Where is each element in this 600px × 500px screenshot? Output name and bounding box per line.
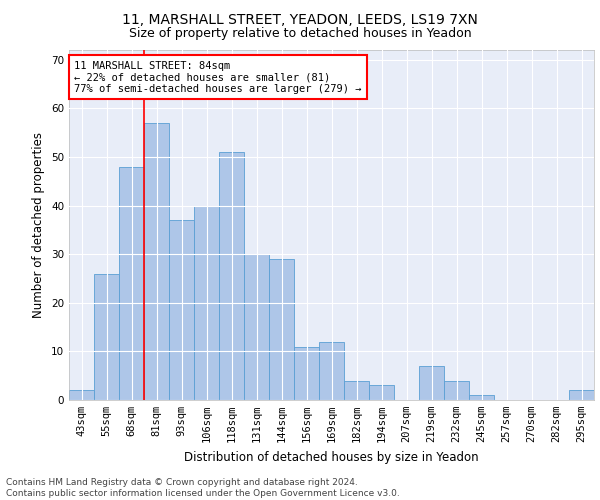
Text: Contains HM Land Registry data © Crown copyright and database right 2024.
Contai: Contains HM Land Registry data © Crown c… [6,478,400,498]
Text: Size of property relative to detached houses in Yeadon: Size of property relative to detached ho… [128,28,472,40]
X-axis label: Distribution of detached houses by size in Yeadon: Distribution of detached houses by size … [184,450,479,464]
Bar [469,395,494,400]
Bar [569,390,594,400]
Bar [319,342,344,400]
Y-axis label: Number of detached properties: Number of detached properties [32,132,46,318]
Bar [369,386,394,400]
Bar [119,166,144,400]
Bar [144,123,169,400]
Bar [444,380,469,400]
Bar [419,366,444,400]
Bar [94,274,119,400]
Bar [194,206,219,400]
Bar [169,220,194,400]
Bar [69,390,94,400]
Bar [244,254,269,400]
Text: 11, MARSHALL STREET, YEADON, LEEDS, LS19 7XN: 11, MARSHALL STREET, YEADON, LEEDS, LS19… [122,12,478,26]
Text: 11 MARSHALL STREET: 84sqm
← 22% of detached houses are smaller (81)
77% of semi-: 11 MARSHALL STREET: 84sqm ← 22% of detac… [74,60,362,94]
Bar [294,346,319,400]
Bar [344,380,369,400]
Bar [219,152,244,400]
Bar [269,259,294,400]
